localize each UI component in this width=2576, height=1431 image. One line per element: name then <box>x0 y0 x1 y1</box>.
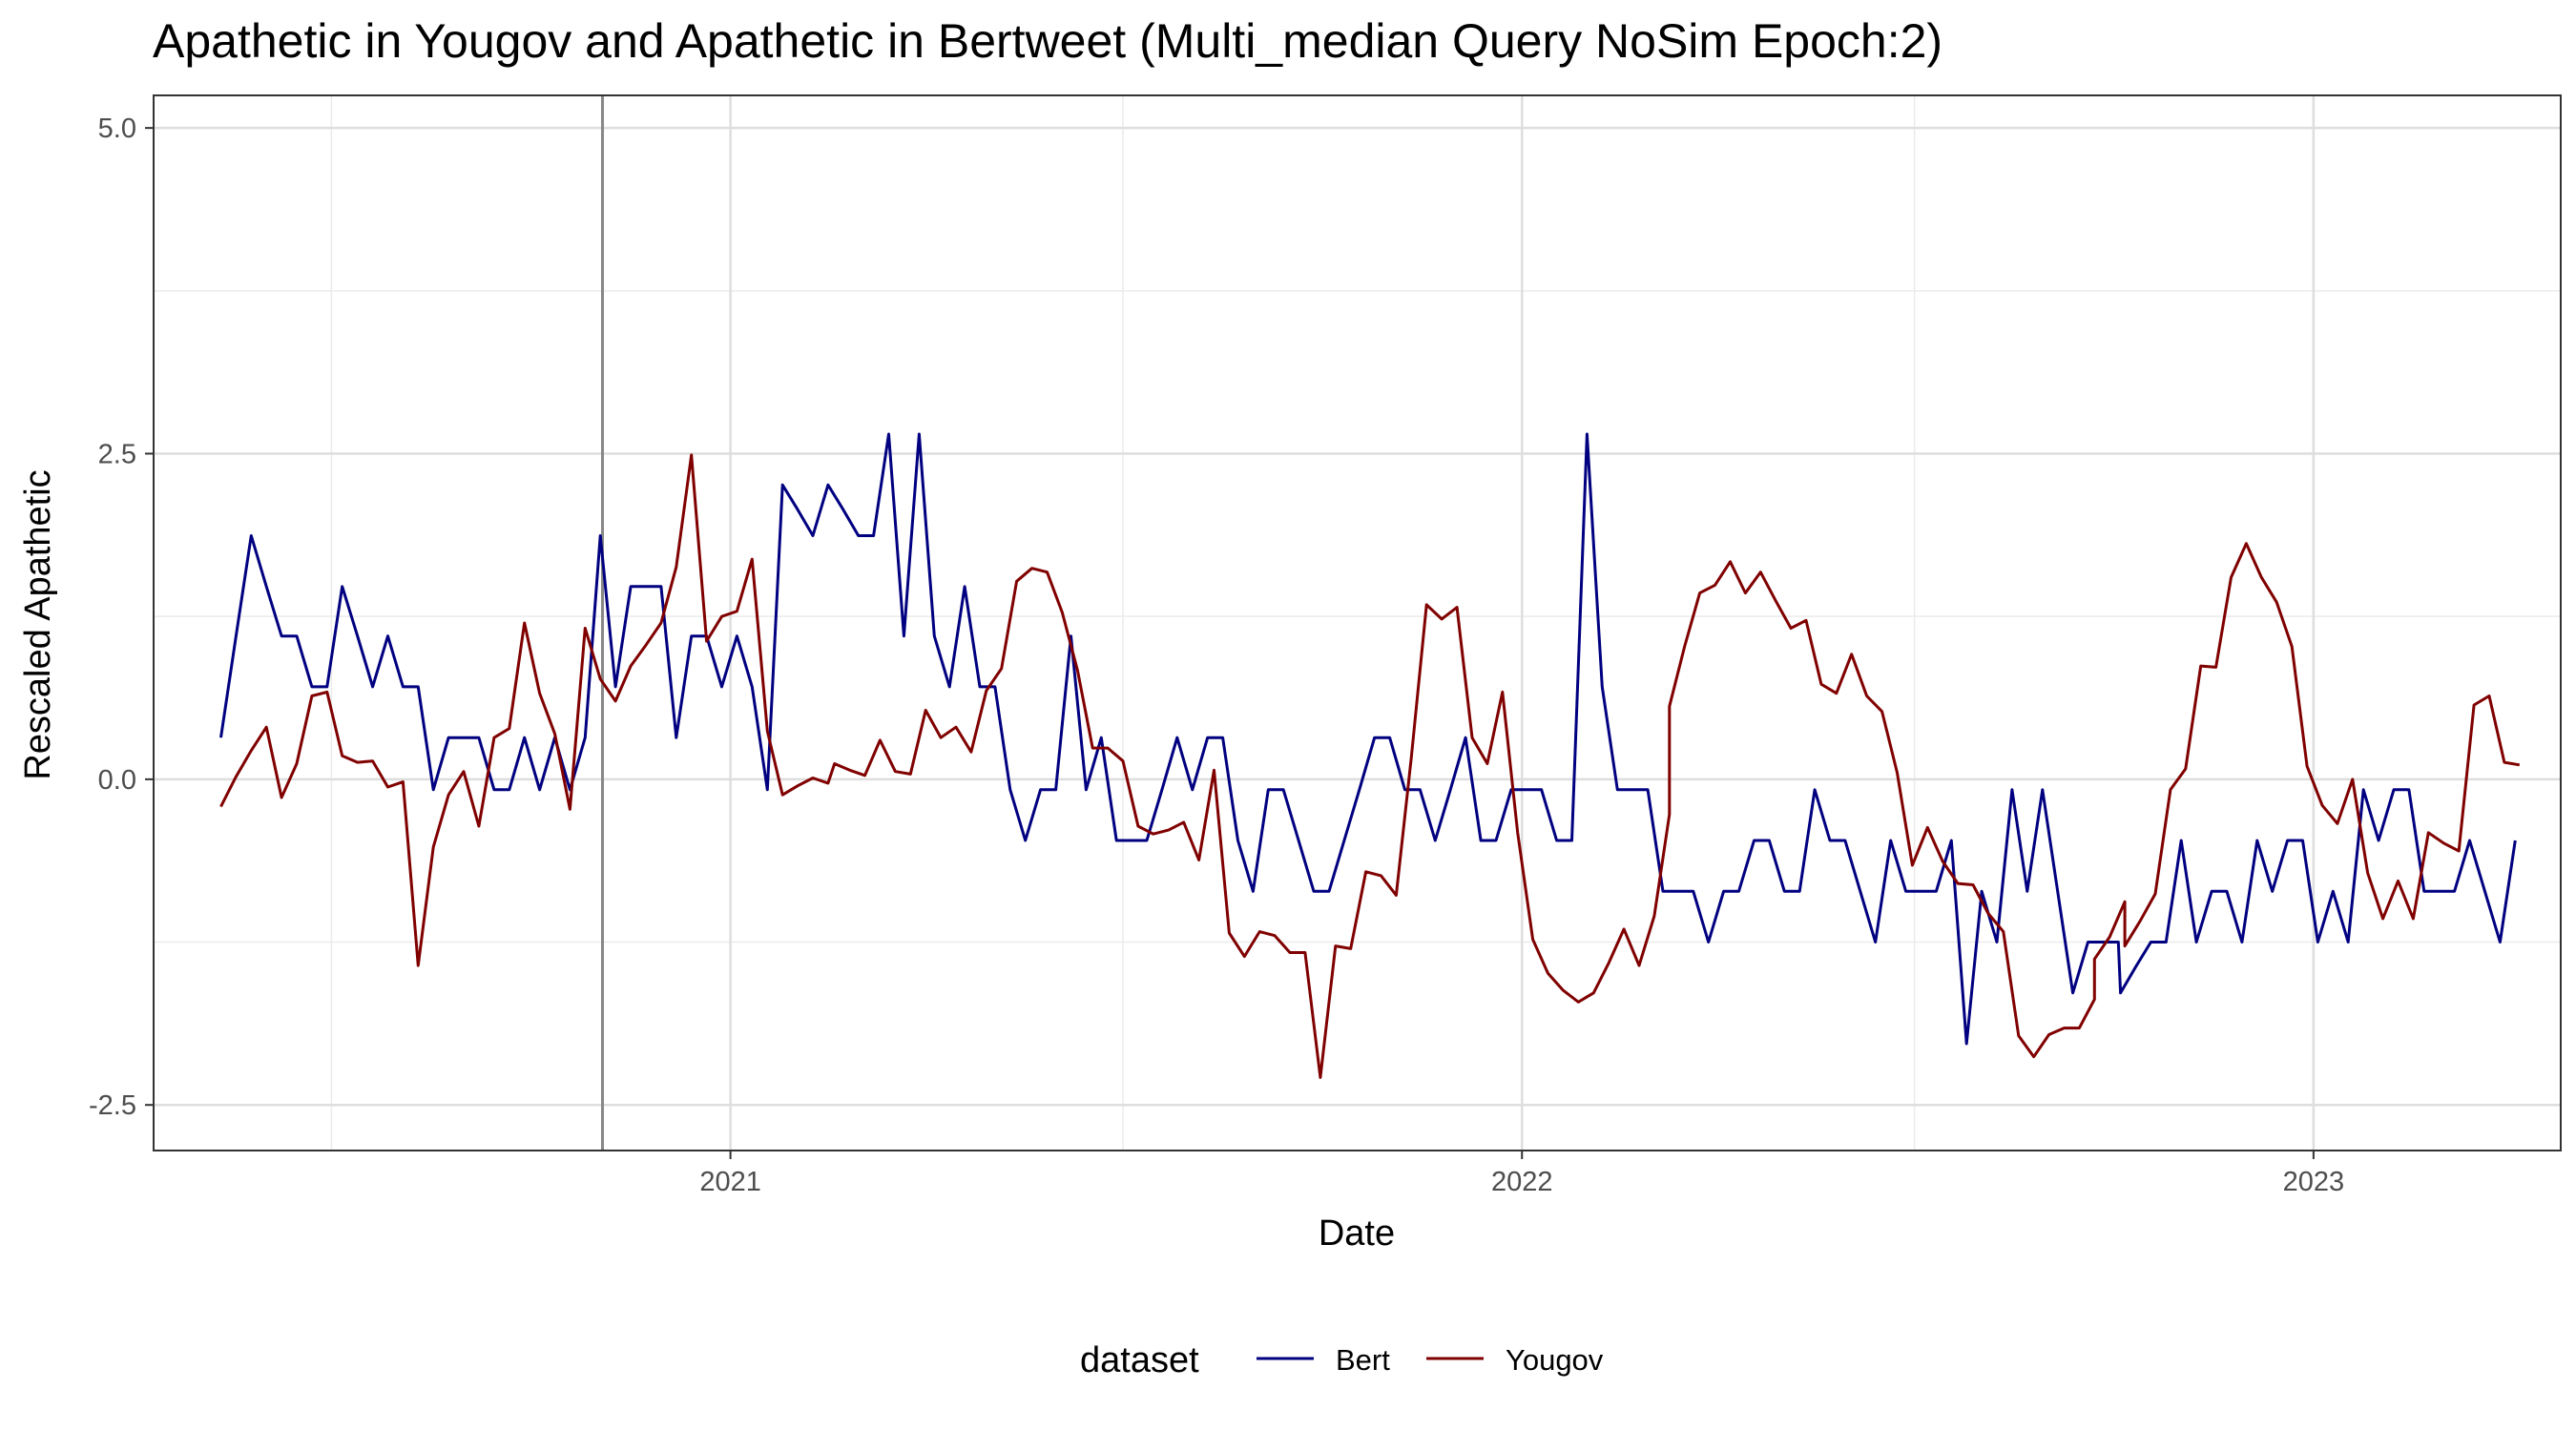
x-tick-label: 2021 <box>699 1167 761 1197</box>
y-tick-label: -2.5 <box>89 1090 136 1121</box>
y-tick-label: 5.0 <box>98 114 136 144</box>
series-line-yougov <box>219 453 2521 1079</box>
x-axis-title: Date <box>1319 1213 1395 1254</box>
x-tick-label: 2022 <box>1491 1167 1553 1197</box>
y-axis-title: Rescaled Apathetic <box>18 469 58 779</box>
panel-border <box>153 94 2562 1151</box>
y-axis: -2.5 0.0 2.5 5.0 <box>89 114 154 1121</box>
series-line-bert <box>219 432 2517 1046</box>
major-gridlines <box>154 95 2561 1151</box>
minor-gridlines <box>154 95 2561 1151</box>
series-lines <box>219 432 2521 1079</box>
y-tick-label: 0.0 <box>98 765 136 796</box>
legend: dataset Bert Yougov <box>1080 1340 1604 1380</box>
legend-title: dataset <box>1080 1340 1199 1380</box>
legend-label-yougov: Yougov <box>1506 1343 1604 1377</box>
y-tick-label: 2.5 <box>98 439 136 469</box>
x-tick-label: 2023 <box>2283 1167 2345 1197</box>
x-axis: 2021 2022 2023 <box>699 1151 2344 1197</box>
chart-title: Apathetic in Yougov and Apathetic in Ber… <box>153 14 1943 68</box>
legend-label-bert: Bert <box>1336 1343 1390 1377</box>
